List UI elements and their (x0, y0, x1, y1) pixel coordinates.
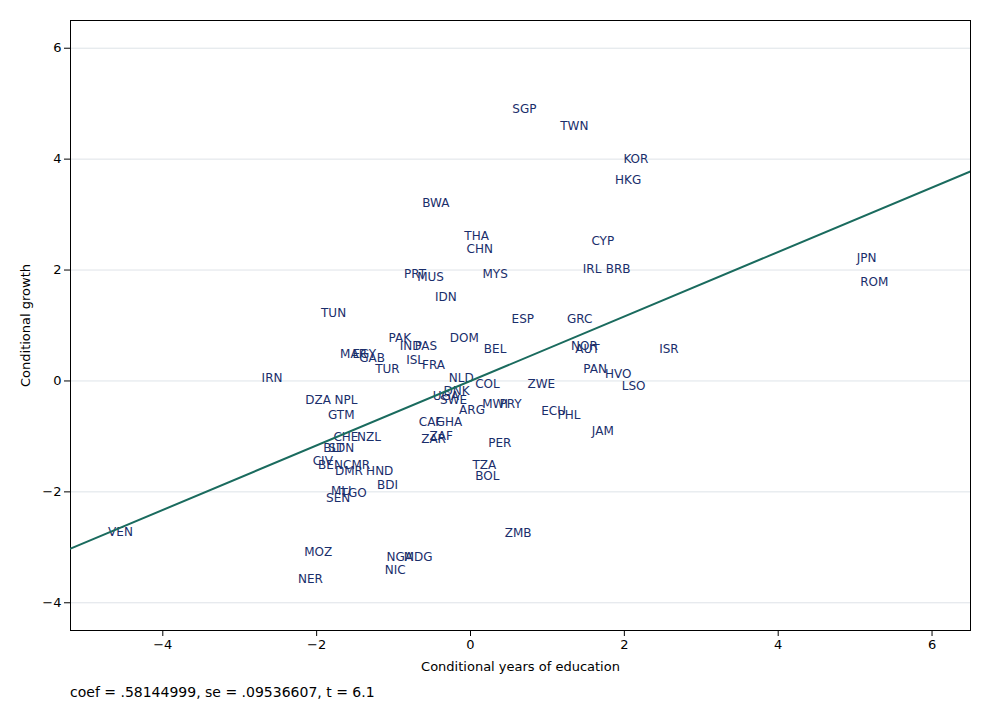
svg-text:NIC: NIC (385, 563, 406, 577)
svg-text:CHN: CHN (467, 242, 493, 256)
svg-text:2: 2 (53, 262, 61, 277)
svg-text:JAM: JAM (591, 424, 614, 438)
svg-text:−4: −4 (153, 637, 172, 652)
svg-text:THA: THA (463, 229, 489, 243)
svg-text:PHL: PHL (557, 408, 580, 422)
svg-text:PRY: PRY (499, 397, 522, 411)
svg-text:ZWE: ZWE (527, 377, 555, 391)
svg-text:0: 0 (466, 637, 474, 652)
svg-text:BDI: BDI (377, 478, 398, 492)
svg-text:GRC: GRC (567, 312, 592, 326)
svg-text:Conditional growth: Conditional growth (18, 264, 33, 387)
svg-text:KOR: KOR (623, 152, 648, 166)
svg-text:−2: −2 (42, 484, 61, 499)
svg-text:DZA: DZA (305, 393, 331, 407)
svg-text:ZAF: ZAF (430, 429, 453, 443)
svg-text:ROM: ROM (860, 275, 888, 289)
svg-text:PER: PER (488, 436, 511, 450)
svg-text:6: 6 (928, 637, 936, 652)
svg-text:−2: −2 (307, 637, 326, 652)
svg-text:0: 0 (53, 373, 61, 388)
svg-text:ESP: ESP (512, 312, 534, 326)
svg-text:ZMB: ZMB (505, 526, 532, 540)
svg-text:BOL: BOL (475, 469, 499, 483)
svg-text:LSO: LSO (622, 379, 646, 393)
svg-text:AUT: AUT (575, 342, 600, 356)
svg-text:4: 4 (53, 151, 61, 166)
svg-text:GTM: GTM (328, 408, 355, 422)
svg-text:DOM: DOM (450, 331, 479, 345)
svg-text:DMR: DMR (335, 464, 363, 478)
svg-text:Conditional years of education: Conditional years of education (421, 659, 620, 674)
svg-text:IRN: IRN (262, 371, 283, 385)
svg-text:COL: COL (475, 377, 500, 391)
svg-text:NZL: NZL (357, 430, 381, 444)
svg-text:TUR: TUR (374, 362, 399, 376)
svg-text:TUN: TUN (320, 306, 346, 320)
svg-text:IRL: IRL (583, 262, 602, 276)
svg-text:JPN: JPN (856, 251, 877, 265)
svg-text:BWA: BWA (422, 196, 450, 210)
svg-text:6: 6 (53, 40, 61, 55)
svg-text:HND: HND (366, 464, 393, 478)
svg-text:TWN: TWN (559, 119, 588, 133)
svg-text:ARG: ARG (459, 403, 485, 417)
svg-text:NPL: NPL (334, 393, 357, 407)
svg-text:BEL: BEL (484, 342, 507, 356)
svg-text:MDG: MDG (404, 550, 433, 564)
svg-text:GHA: GHA (436, 415, 463, 429)
svg-text:HKG: HKG (615, 173, 641, 187)
svg-text:PAS: PAS (415, 339, 437, 353)
svg-text:4: 4 (774, 637, 782, 652)
svg-text:MUS: MUS (417, 270, 444, 284)
svg-text:PAN: PAN (583, 362, 607, 376)
svg-text:2: 2 (620, 637, 628, 652)
svg-text:SEN: SEN (326, 491, 350, 505)
svg-text:NER: NER (298, 572, 323, 586)
svg-text:MYS: MYS (482, 267, 507, 281)
svg-text:−4: −4 (42, 595, 61, 610)
svg-text:IDN: IDN (435, 290, 457, 304)
svg-text:MOZ: MOZ (304, 545, 332, 559)
svg-text:SGP: SGP (512, 102, 536, 116)
svg-text:CYP: CYP (591, 234, 614, 248)
svg-text:ISR: ISR (659, 342, 679, 356)
svg-text:FRA: FRA (422, 358, 446, 372)
svg-text:BRB: BRB (606, 262, 631, 276)
